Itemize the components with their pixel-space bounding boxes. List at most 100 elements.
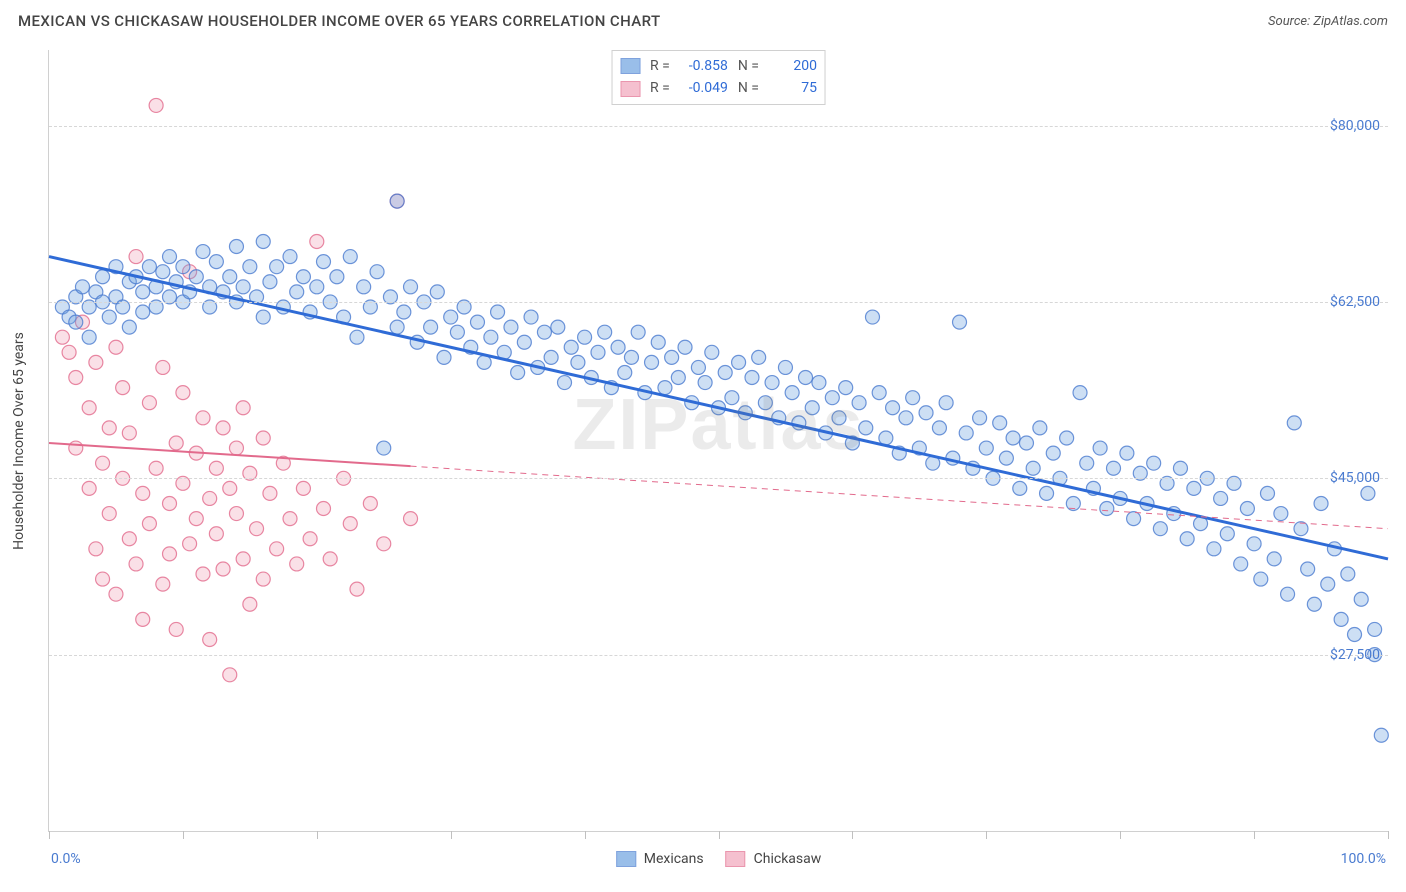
data-point	[1120, 446, 1134, 460]
x-tick	[986, 831, 987, 839]
data-point	[290, 285, 304, 299]
chart-title: MEXICAN VS CHICKASAW HOUSEHOLDER INCOME …	[18, 12, 661, 30]
data-point	[752, 350, 766, 364]
data-point	[156, 265, 170, 279]
data-point	[149, 461, 163, 475]
data-point	[1247, 537, 1261, 551]
data-point	[69, 315, 83, 329]
data-point	[658, 381, 672, 395]
data-point	[236, 552, 250, 566]
data-point	[236, 280, 250, 294]
data-point	[122, 426, 136, 440]
data-point	[102, 310, 116, 324]
data-point	[216, 562, 230, 576]
data-point	[1260, 486, 1274, 500]
data-point	[75, 280, 89, 294]
data-point	[477, 355, 491, 369]
data-point	[102, 507, 116, 521]
x-tick	[1120, 831, 1121, 839]
chart-plot-area: Householder Income Over 65 years ZIPatla…	[48, 50, 1388, 832]
data-point	[183, 537, 197, 551]
data-point	[343, 250, 357, 264]
data-point	[363, 496, 377, 510]
data-point	[283, 250, 297, 264]
y-tick-label: $80,000	[1330, 118, 1380, 134]
data-point	[109, 587, 123, 601]
data-point	[578, 330, 592, 344]
data-point	[953, 315, 967, 329]
data-point	[450, 325, 464, 339]
data-point	[691, 360, 705, 374]
data-point	[163, 250, 177, 264]
data-point	[290, 557, 304, 571]
data-point	[1234, 557, 1248, 571]
trend-line	[411, 466, 1388, 529]
data-point	[189, 270, 203, 284]
swatch-chickasaw	[620, 81, 640, 97]
data-point	[598, 325, 612, 339]
data-point	[1026, 461, 1040, 475]
data-point	[624, 350, 638, 364]
data-point	[865, 310, 879, 324]
data-point	[1093, 441, 1107, 455]
data-point	[136, 486, 150, 500]
data-point	[430, 285, 444, 299]
data-point	[223, 668, 237, 682]
data-point	[551, 320, 565, 334]
data-point	[544, 350, 558, 364]
legend-item-mexicans: Mexicans	[616, 851, 704, 867]
x-tick	[49, 831, 50, 839]
data-point	[491, 305, 505, 319]
data-point	[564, 340, 578, 354]
legend-row-chickasaw: R = -0.049 N = 75	[620, 77, 817, 99]
data-point	[109, 340, 123, 354]
data-point	[189, 512, 203, 526]
legend-label-chickasaw: Chickasaw	[754, 851, 822, 867]
data-point	[1361, 486, 1375, 500]
data-point	[1019, 436, 1033, 450]
data-point	[799, 371, 813, 385]
data-point	[316, 502, 330, 516]
data-point	[377, 537, 391, 551]
series-legend: Mexicans Chickasaw	[616, 851, 822, 867]
data-point	[1341, 567, 1355, 581]
x-axis-min: 0.0%	[51, 851, 81, 867]
data-point	[1100, 502, 1114, 516]
data-point	[825, 391, 839, 405]
data-point	[812, 376, 826, 390]
data-point	[1240, 502, 1254, 516]
n-value-mexicans: 200	[765, 55, 817, 77]
data-point	[1080, 456, 1094, 470]
data-point	[209, 461, 223, 475]
legend-row-mexicans: R = -0.858 N = 200	[620, 55, 817, 77]
data-point	[1220, 527, 1234, 541]
x-tick	[719, 831, 720, 839]
data-point	[176, 386, 190, 400]
gridline	[49, 302, 1388, 303]
data-point	[156, 360, 170, 374]
data-point	[343, 517, 357, 531]
data-point	[196, 411, 210, 425]
data-point	[1046, 446, 1060, 460]
data-point	[122, 320, 136, 334]
data-point	[310, 280, 324, 294]
data-point	[96, 572, 110, 586]
data-point	[256, 234, 270, 248]
data-point	[390, 194, 404, 208]
data-point	[785, 386, 799, 400]
data-point	[82, 330, 96, 344]
data-point	[316, 255, 330, 269]
data-point	[879, 431, 893, 445]
data-point	[618, 365, 632, 379]
data-point	[196, 567, 210, 581]
data-point	[250, 522, 264, 536]
data-point	[906, 391, 920, 405]
data-point	[718, 365, 732, 379]
data-point	[1281, 587, 1295, 601]
data-point	[1287, 416, 1301, 430]
data-point	[919, 406, 933, 420]
data-point	[1153, 522, 1167, 536]
data-point	[444, 310, 458, 324]
data-point	[303, 532, 317, 546]
data-point	[805, 401, 819, 415]
